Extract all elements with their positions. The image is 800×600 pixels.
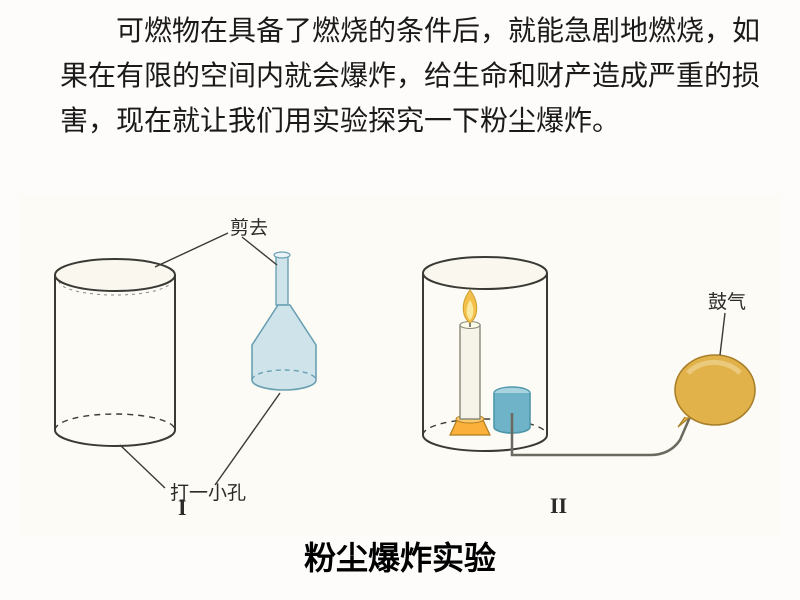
roman-one: I <box>178 495 187 521</box>
candle <box>450 290 490 435</box>
dust-explosion-figure: 剪去 打一小孔 鼓气 I II 粉尘爆炸实验 <box>20 195 780 535</box>
figure-title: 粉尘爆炸实验 <box>20 533 780 579</box>
squeeze-bulb <box>675 355 755 427</box>
intro-paragraph: 可燃物在具备了燃烧的条件后，就能急剧地燃烧，如果在有限的空间内就会爆炸，给生命和… <box>60 10 760 144</box>
air-tube <box>512 413 690 455</box>
figure-svg <box>20 195 780 535</box>
label-cut-off: 剪去 <box>230 213 268 240</box>
funnel-bottle <box>252 252 316 390</box>
can-left <box>55 259 175 446</box>
label-inflate: 鼓气 <box>708 287 746 314</box>
page-root: 可燃物在具备了燃烧的条件后，就能急剧地燃烧，如果在有限的空间内就会爆炸，给生命和… <box>0 0 800 600</box>
roman-two: II <box>550 493 567 519</box>
